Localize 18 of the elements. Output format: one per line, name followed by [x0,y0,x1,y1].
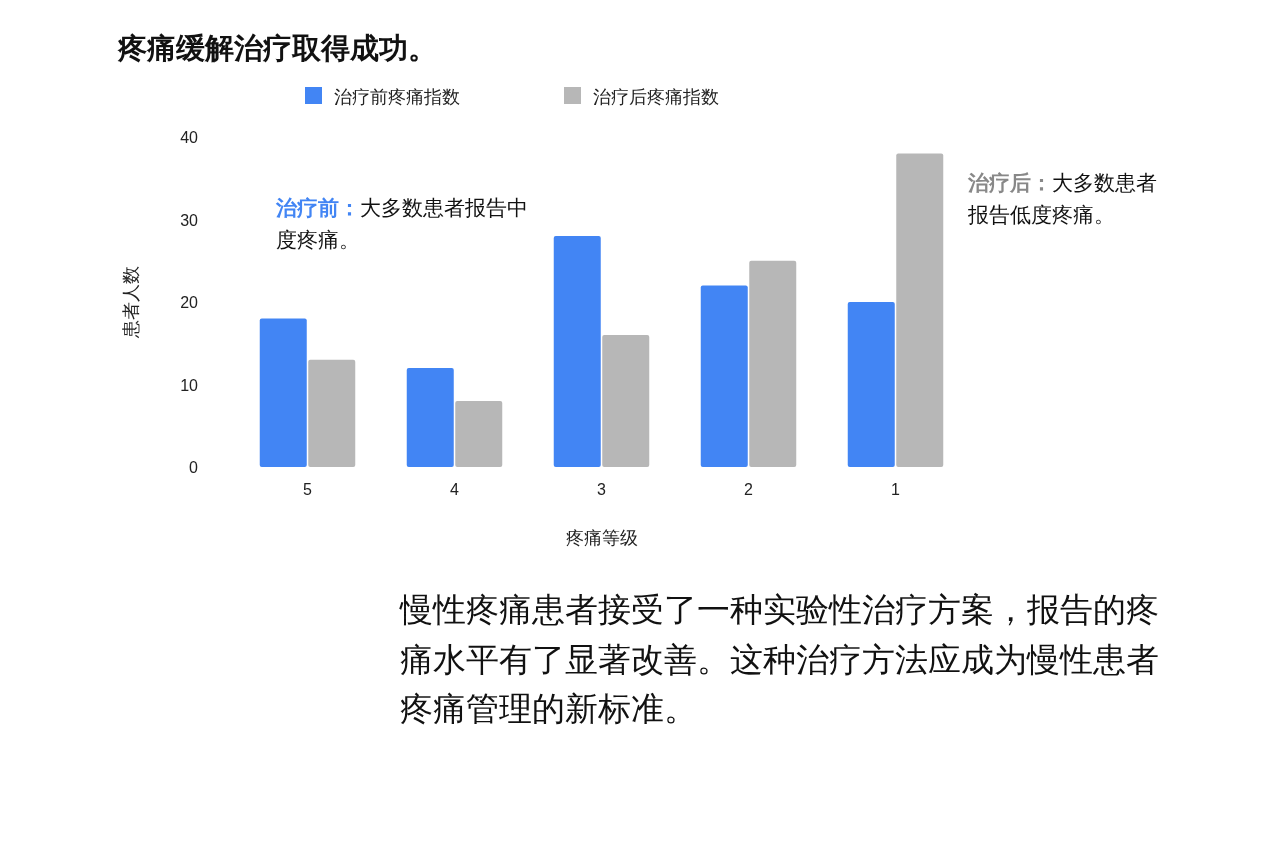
x-axis-title: 疼痛等级 [565,528,638,548]
y-axis-title: 患者人数 [121,266,141,339]
x-tick-label: 5 [303,481,313,498]
y-tick-label: 40 [180,129,199,146]
text: 慢性疼痛患者接受了一种实验性治疗方案，报告的疼痛水平有了显著改善。这种治疗方法应成为慢性患者疼痛管理的新标准。 [400,590,1160,729]
y-tick-label: 0 [189,459,199,476]
legend-label: 治疗后疼痛指数 [593,87,719,107]
x-tick-label: 3 [597,481,607,498]
y-tick-label: 30 [180,211,199,229]
y-tick-label: 10 [180,376,199,394]
title: 疼痛缓解治疗取得成功。 [118,32,437,64]
legend-label: 治疗前疼痛指数 [334,87,460,107]
y-tick-label: 20 [180,294,199,311]
annotation: 治疗后：大多数患者报告低度疼痛。 [968,170,1158,228]
x-tick-label: 2 [744,481,754,498]
x-tick-label: 4 [450,481,460,498]
annotation: 治疗前：大多数患者报告中度疼痛。 [276,195,529,253]
x-tick-label: 1 [891,481,901,498]
